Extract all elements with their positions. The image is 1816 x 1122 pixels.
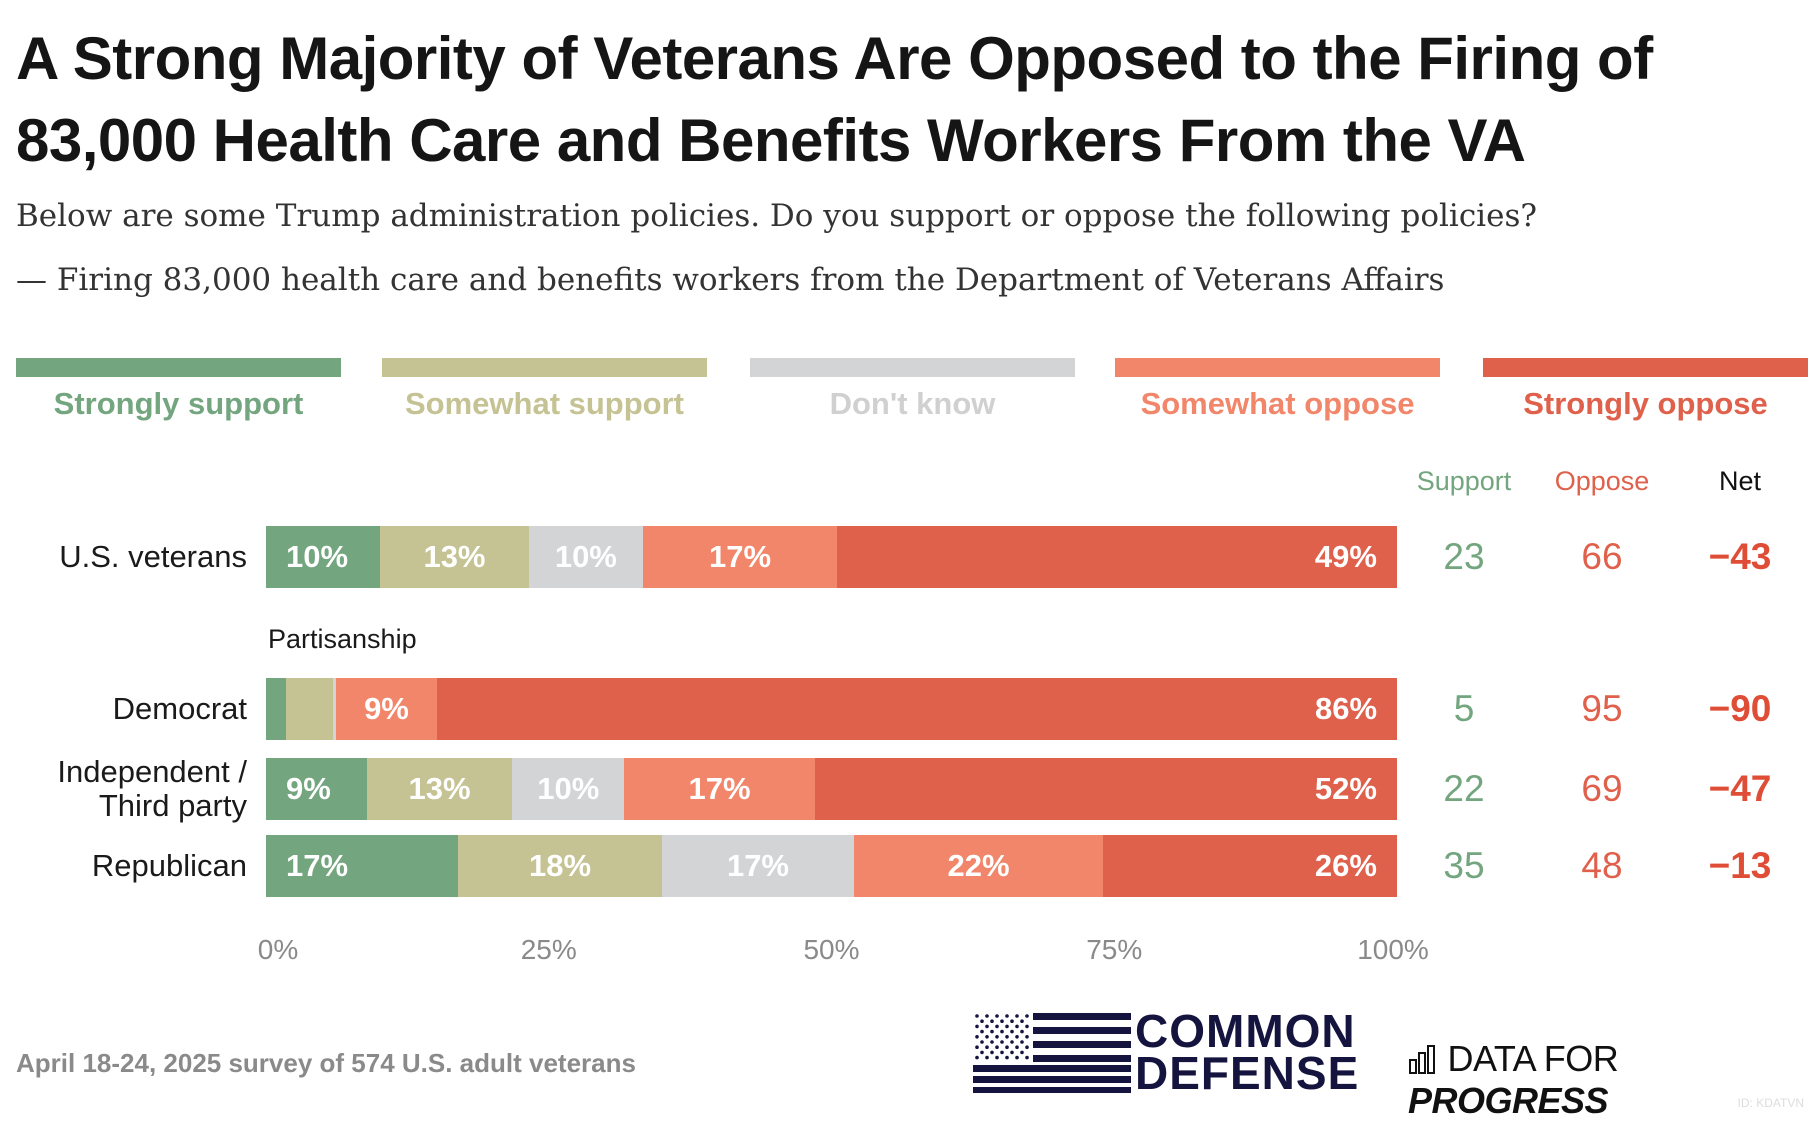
- stacked-bar: 10% 13% 10% 17% 49%: [266, 526, 1397, 588]
- support-value: 22: [1443, 768, 1485, 809]
- legend-swatch: [1483, 358, 1808, 377]
- row-label: U.S. veterans: [59, 539, 247, 574]
- x-tick-label: 75%: [1086, 934, 1143, 965]
- flag-icon: [973, 1013, 1131, 1093]
- legend-label: Strongly support: [53, 386, 304, 421]
- legend-swatch: [16, 358, 341, 377]
- bar-segment-don-t-know: 10%: [528, 526, 643, 588]
- legend-label: Somewhat oppose: [1140, 386, 1415, 421]
- bar-segment-don-t-know: 17%: [661, 835, 855, 897]
- legend-swatch: [750, 358, 1075, 377]
- bar-segment-strongly-support: 17%: [266, 835, 459, 897]
- chart-subtitle: Below are some Trump administration poli…: [16, 198, 1537, 234]
- x-tick-label: 0%: [257, 934, 299, 965]
- row-label: Democrat: [112, 691, 247, 726]
- stacked-bar: 9% 86%: [266, 678, 1398, 740]
- legend-swatch: [1115, 358, 1440, 377]
- bar-segment-strongly-support: 9%: [266, 758, 367, 820]
- oppose-value: 95: [1581, 688, 1623, 729]
- support-value: 23: [1443, 536, 1485, 577]
- legend-label: Don't know: [829, 386, 996, 421]
- bar-segment-somewhat-support: [286, 678, 333, 740]
- bar-segment-somewhat-oppose: 17%: [642, 526, 838, 588]
- net-value: −90: [1708, 688, 1772, 729]
- net-value: −43: [1708, 536, 1772, 577]
- support-value: 35: [1443, 845, 1485, 886]
- bar-segment-don-t-know: 10%: [512, 758, 625, 820]
- column-header-oppose: Oppose: [1554, 466, 1650, 496]
- chart-title: A Strong Majority of Veterans Are Oppose…: [16, 25, 1653, 174]
- bar-segment-somewhat-oppose: 9%: [336, 678, 437, 740]
- x-tick-label: 50%: [803, 934, 860, 965]
- legend-label: Somewhat support: [404, 386, 684, 421]
- stacked-bar: 17% 18% 17% 22% 26%: [266, 835, 1397, 897]
- chart-id: ID: KDATVN: [1737, 1096, 1804, 1110]
- row-label: Independent / Third party: [57, 754, 247, 823]
- bar-segment-strongly-oppose: 49%: [837, 526, 1397, 588]
- bar-segment-strongly-oppose: 52%: [814, 758, 1397, 820]
- bar-segment-somewhat-support: 13%: [380, 526, 529, 588]
- oppose-value: 66: [1581, 536, 1623, 577]
- bar-segment-strongly-oppose: 26%: [1102, 835, 1397, 897]
- legend-label: Strongly oppose: [1523, 386, 1768, 421]
- common-defense-logo: COMMON DEFENSE: [1135, 1005, 1360, 1099]
- logo-text-bold: PROGRESS: [1408, 1080, 1609, 1121]
- net-value: −13: [1708, 845, 1772, 886]
- bar-segment-strongly-oppose: 86%: [436, 678, 1398, 740]
- legend-swatch: [382, 358, 707, 377]
- bar-segment-don-t-know: [332, 678, 337, 740]
- stacked-bar: 9% 13% 10% 17% 52%: [266, 758, 1397, 820]
- oppose-value: 48: [1581, 845, 1623, 886]
- bar-segment-strongly-support: 10%: [266, 526, 381, 588]
- column-header-net: Net: [1718, 466, 1762, 496]
- bar-segment-strongly-support: [266, 678, 286, 740]
- support-value: 5: [1453, 688, 1475, 729]
- question-text: — Firing 83,000 health care and benefits…: [16, 262, 1445, 298]
- x-tick-label: 100%: [1357, 934, 1429, 965]
- row-label: Republican: [91, 848, 247, 883]
- column-header-support: Support: [1416, 466, 1512, 496]
- bar-segment-somewhat-oppose: 17%: [624, 758, 815, 820]
- footer-source: April 18-24, 2025 survey of 574 U.S. adu…: [16, 1048, 636, 1078]
- net-value: −47: [1708, 768, 1772, 809]
- bar-chart-icon: [1409, 1045, 1435, 1074]
- bar-segment-somewhat-support: 13%: [366, 758, 513, 820]
- x-tick-label: 25%: [520, 934, 577, 965]
- logo-text: DATA FOR: [1447, 1038, 1619, 1079]
- bar-segment-somewhat-oppose: 22%: [854, 835, 1103, 897]
- bar-segment-somewhat-support: 18%: [458, 835, 662, 897]
- oppose-value: 69: [1581, 768, 1623, 809]
- group-label: Partisanship: [268, 624, 417, 654]
